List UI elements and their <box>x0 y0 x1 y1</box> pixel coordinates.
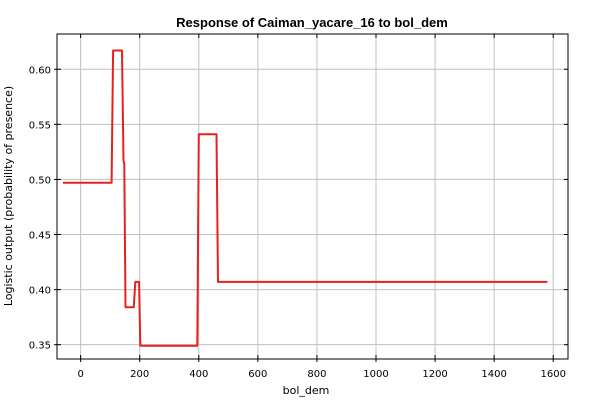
y-tick-label: 0.40 <box>29 286 51 297</box>
x-tick-label: 1400 <box>481 369 506 380</box>
plot-frame <box>56 33 569 360</box>
y-tick-label: 0.50 <box>29 175 51 186</box>
x-tick-label: 800 <box>307 369 326 380</box>
x-tick-label: 1600 <box>541 369 566 380</box>
series-layer <box>62 49 548 347</box>
chart-title: Response of Caiman_yacare_16 to bol_dem <box>176 15 448 30</box>
response-curve <box>62 49 548 347</box>
x-tick-label: 0 <box>77 369 83 380</box>
x-tick-label: 600 <box>248 369 267 380</box>
x-tick-label: 1200 <box>422 369 447 380</box>
x-tick-label: 400 <box>189 369 208 380</box>
y-tick-label: 0.55 <box>29 120 51 131</box>
y-tick-label: 0.45 <box>29 231 51 242</box>
y-axis-label: Logistic output (probability of presence… <box>2 86 15 306</box>
x-tick-label: 1000 <box>363 369 388 380</box>
axis-ticks: 0 200 400 600 800 1000 1200 1400 1600 0.35 0.40 0.4… <box>29 34 568 380</box>
y-tick-label: 0.35 <box>29 341 51 352</box>
grid <box>57 34 568 359</box>
x-axis-label: bol_dem <box>283 384 330 397</box>
y-tick-label: 0.60 <box>29 65 51 76</box>
x-tick-label: 200 <box>130 369 149 380</box>
